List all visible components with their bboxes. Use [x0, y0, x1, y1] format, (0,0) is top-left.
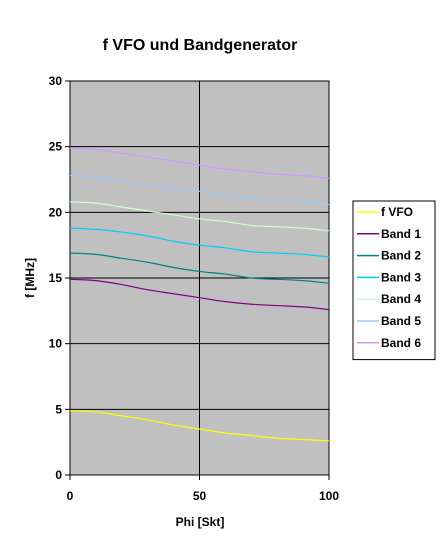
- series-line-band-4: [69, 201, 330, 232]
- y-tick-label: 30: [49, 74, 63, 88]
- chart-title: f VFO und Bandgenerator: [103, 37, 298, 54]
- y-tick-label: 0: [55, 468, 62, 482]
- legend-label-band-5: Band 5: [381, 314, 421, 328]
- legend-label-band-1: Band 1: [381, 227, 421, 241]
- x-axis-label: Phi [Skt]: [176, 515, 225, 529]
- legend-box: [352, 200, 436, 361]
- x-tick-label: 50: [193, 489, 207, 503]
- y-axis-label: f [MHz]: [23, 258, 37, 298]
- y-tick-label: 10: [49, 337, 63, 351]
- x-tick-label: 100: [319, 489, 339, 503]
- y-tick-label: 5: [55, 402, 62, 416]
- legend-label-f-vfo: f VFO: [381, 205, 413, 219]
- y-tick-label: 20: [49, 205, 63, 219]
- x-tick-label: 0: [67, 489, 74, 503]
- series-line-band-2: [69, 252, 330, 284]
- y-tick-label: 25: [49, 140, 63, 154]
- y-tick-label: 15: [49, 271, 63, 285]
- plot-area: 0 5 10 15 20 25 30 0 50 100: [49, 74, 340, 503]
- series-line-band-3: [69, 227, 330, 258]
- series-line-band-1: [69, 278, 330, 311]
- series-line-band-6: [69, 147, 330, 179]
- legend-label-band-4: Band 4: [381, 292, 421, 306]
- legend-label-band-2: Band 2: [381, 249, 421, 263]
- legend-label-band-3: Band 3: [381, 270, 421, 284]
- legend: f VFO Band 1 Band 2 Band 3 Band 4 Band 5 Band …: [352, 200, 436, 361]
- legend-label-band-6: Band 6: [381, 336, 421, 350]
- series-line-f-vfo: [69, 410, 330, 442]
- series-line-band-5: [69, 174, 330, 206]
